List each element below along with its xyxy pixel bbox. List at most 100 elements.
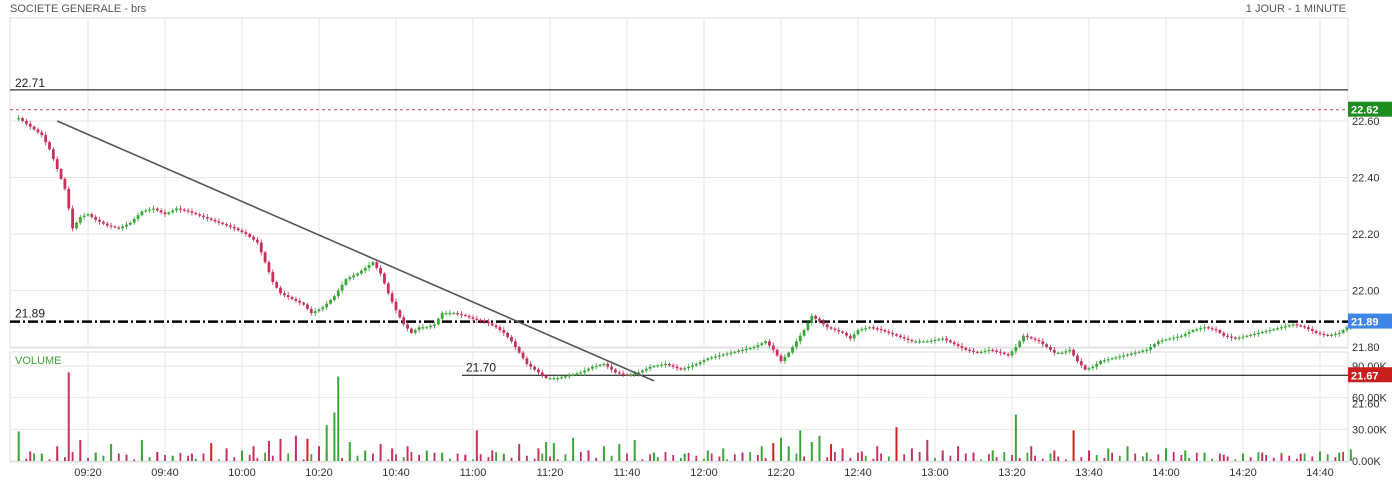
volume-bar — [271, 455, 274, 461]
candle — [983, 350, 987, 352]
candle — [402, 317, 406, 325]
candle — [791, 347, 794, 353]
price-tick-label: 22.40 — [1352, 173, 1380, 185]
volume-bar — [29, 451, 32, 461]
volume-bar — [1257, 452, 1260, 461]
candle — [359, 270, 363, 274]
candle — [687, 366, 690, 369]
volume-bar — [1011, 454, 1013, 461]
volume-bar — [664, 452, 667, 461]
candle — [848, 335, 852, 339]
volume-bar — [610, 455, 613, 461]
volume-bar — [94, 452, 97, 461]
candle — [991, 349, 995, 352]
volume-bar — [1049, 453, 1052, 461]
candle — [494, 325, 498, 328]
candle — [340, 284, 344, 291]
candle — [1056, 352, 1060, 354]
candle — [1337, 332, 1341, 335]
candle — [321, 307, 325, 310]
volume-bar — [264, 452, 266, 461]
x-tick-label: 13:00 — [921, 467, 949, 479]
candle — [1072, 349, 1075, 356]
candle — [352, 275, 356, 278]
x-tick-label: 10:20 — [305, 467, 333, 479]
candle — [1268, 330, 1272, 332]
candle — [606, 363, 610, 367]
candle — [887, 331, 891, 333]
candle — [1153, 344, 1156, 347]
candle — [691, 365, 694, 367]
candle — [806, 322, 810, 331]
volume-bar — [518, 444, 521, 461]
volume-bar — [1299, 453, 1302, 461]
candle — [375, 262, 379, 268]
timeframe-label[interactable]: 1 JOUR - 1 MINUTE — [1245, 3, 1346, 15]
volume-bar — [71, 452, 74, 461]
candle — [1141, 350, 1145, 352]
candle — [267, 262, 271, 273]
volume-bar — [125, 454, 128, 461]
candle — [702, 360, 706, 363]
price-tick-label: 22.00 — [1352, 286, 1380, 298]
volume-bar — [1095, 454, 1098, 461]
volume-bar — [641, 459, 644, 461]
candle — [706, 358, 710, 361]
volume-bar — [749, 452, 752, 461]
volume-bar — [918, 452, 921, 461]
candle — [1226, 335, 1229, 337]
candle — [506, 332, 510, 338]
volume-bar — [672, 454, 675, 461]
candle — [856, 330, 860, 335]
volume-bar — [441, 452, 444, 461]
resistance-label: 22.71 — [15, 76, 45, 90]
volume-bar — [318, 446, 320, 461]
candle — [918, 341, 921, 343]
volume-bar — [1242, 453, 1244, 461]
volume-bar — [880, 453, 882, 461]
volume-bar — [356, 455, 359, 461]
candle — [179, 208, 182, 210]
volume-bar — [533, 458, 536, 461]
volume-bar — [895, 427, 898, 461]
candle — [1214, 329, 1218, 331]
candle — [1187, 331, 1191, 334]
candle — [756, 345, 760, 347]
candle — [59, 169, 63, 179]
candle — [256, 239, 259, 243]
candle — [163, 212, 167, 215]
volume-bar — [1319, 451, 1321, 461]
volume-bar — [1145, 452, 1148, 461]
volume-bar — [545, 442, 548, 461]
volume-bar — [1311, 456, 1314, 461]
chart-title: SOCIETE GENERALE - brs — [10, 3, 147, 15]
candle — [109, 225, 113, 227]
volume-bar — [1107, 448, 1110, 461]
volume-bar — [934, 457, 936, 461]
volume-bar — [302, 459, 305, 461]
candle — [44, 135, 48, 143]
candle — [825, 324, 829, 328]
volume-bar — [764, 457, 767, 461]
candle — [1091, 366, 1095, 369]
candle — [818, 318, 821, 322]
volume-bar — [267, 440, 270, 461]
volume-bar — [818, 435, 821, 461]
candle — [379, 267, 382, 274]
volume-bar — [79, 439, 82, 461]
volume-bar — [17, 431, 20, 461]
candle — [744, 348, 748, 351]
candle — [86, 214, 90, 216]
candle — [999, 351, 1002, 353]
volume-bar — [579, 452, 582, 461]
volume-bar — [406, 446, 409, 461]
candle — [1199, 328, 1203, 330]
volume-bar — [25, 458, 28, 461]
volume-bar — [849, 457, 852, 461]
candle — [132, 218, 136, 223]
x-tick-label: 14:40 — [1306, 467, 1334, 479]
candle — [768, 341, 771, 346]
candle — [1033, 338, 1037, 340]
candle — [733, 351, 737, 353]
volume-bar — [1103, 457, 1106, 461]
